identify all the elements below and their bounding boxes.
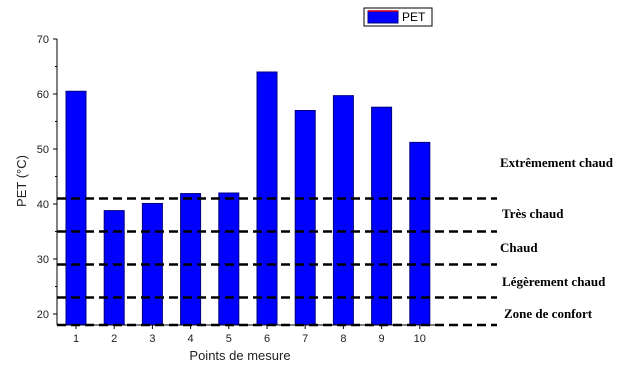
y-tick-label-40: 40 bbox=[37, 199, 49, 211]
bars-layer bbox=[65, 71, 431, 326]
zone-label-legerement-chaud: Légèrement chaud bbox=[502, 274, 606, 289]
bar-point-1 bbox=[65, 90, 87, 326]
bar-point-2 bbox=[103, 210, 125, 326]
bar-point-5 bbox=[218, 192, 240, 326]
zone-label-zone-de-confort: Zone de confort bbox=[504, 306, 593, 321]
bar-point-7 bbox=[294, 110, 316, 326]
y-tick-label-60: 60 bbox=[37, 89, 49, 101]
y-tick-label-50: 50 bbox=[37, 144, 49, 156]
zone-label-chaud: Chaud bbox=[500, 240, 538, 255]
bar-point-4 bbox=[180, 193, 202, 326]
bar-point-9 bbox=[371, 106, 393, 326]
zone-label-extremement-chaud: Extrêmement chaud bbox=[500, 155, 614, 170]
legend: PET bbox=[363, 7, 433, 27]
legend-swatch bbox=[367, 10, 399, 24]
x-tick-label-1: 1 bbox=[73, 333, 79, 345]
x-tick-label-10: 10 bbox=[414, 333, 426, 345]
x-tick-label-2: 2 bbox=[111, 333, 117, 345]
x-tick-label-8: 8 bbox=[340, 333, 346, 345]
bar-point-8 bbox=[332, 95, 354, 326]
legend-label-pet: PET bbox=[402, 10, 426, 24]
x-tick-label-3: 3 bbox=[149, 333, 155, 345]
x-axis-title: Points de mesure bbox=[189, 348, 290, 363]
x-tick-label-9: 9 bbox=[379, 333, 385, 345]
x-tick-label-6: 6 bbox=[264, 333, 270, 345]
x-tick-label-4: 4 bbox=[188, 333, 194, 345]
x-tick-label-5: 5 bbox=[226, 333, 232, 345]
zone-label-tres-chaud: Très chaud bbox=[502, 206, 564, 221]
y-tick-label-30: 30 bbox=[37, 254, 49, 266]
axes: 20 30 40 50 60 70 1 2 3 4 5 6 7 8 9 10 bbox=[37, 34, 437, 345]
y-tick-label-70: 70 bbox=[37, 34, 49, 46]
y-tick-label-20: 20 bbox=[37, 309, 49, 321]
y-axis-title: PET (°C) bbox=[14, 155, 29, 207]
x-tick-label-7: 7 bbox=[302, 333, 308, 345]
